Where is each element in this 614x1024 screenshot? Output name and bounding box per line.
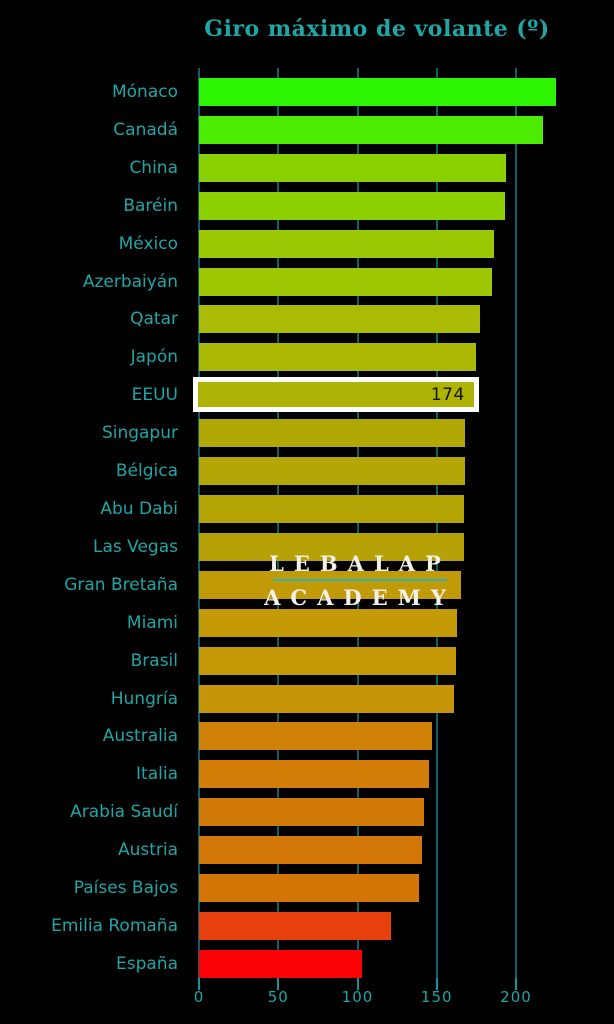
chart-title: Giro máximo de volante (º) [204, 16, 550, 42]
category-label-16: Hungría [110, 688, 178, 709]
x-tick-label-50: 50 [267, 988, 289, 1006]
highlight-value-label: 174 [430, 384, 465, 405]
bar-20 [199, 836, 423, 865]
category-label-8: EEUU [131, 385, 178, 406]
x-tick-200 [515, 978, 517, 990]
bar-13 [199, 570, 461, 599]
bar-5 [199, 267, 493, 296]
category-label-15: Brasil [130, 650, 178, 671]
bar-17 [199, 722, 432, 751]
watermark: LEBALAP ACADEMY [264, 551, 456, 610]
category-label-14: Miami [126, 612, 178, 633]
category-label-10: Bélgica [115, 461, 178, 482]
bar-21 [199, 874, 420, 903]
x-tick-label-150: 150 [420, 988, 453, 1006]
bar-23 [199, 949, 363, 978]
x-tick-50 [277, 978, 280, 990]
gridline-200 [515, 68, 517, 978]
bar-15 [199, 646, 456, 675]
bar-10 [199, 457, 466, 486]
category-label-12: Las Vegas [93, 536, 178, 557]
category-label-9: Singapur [101, 423, 178, 444]
category-label-0: Mónaco [111, 82, 178, 102]
bar-19 [199, 798, 425, 827]
category-label-17: Australia [102, 726, 178, 747]
watermark-divider [272, 579, 447, 581]
gridline-100 [356, 68, 359, 978]
category-label-22: Emilia Romaña [51, 916, 178, 937]
category-label-18: Italia [136, 764, 178, 785]
x-tick-label-200: 200 [500, 988, 532, 1006]
category-label-5: Azerbaiyán [82, 271, 178, 292]
bar-2 [199, 153, 507, 182]
category-label-19: Arabia Saudí [70, 802, 178, 823]
bar-7 [199, 343, 477, 372]
bar-16 [199, 684, 455, 713]
bar-9 [199, 419, 466, 448]
watermark-line2: ACADEMY [264, 585, 456, 610]
bar-0 [199, 78, 556, 106]
category-label-4: México [118, 233, 178, 254]
bar-18 [199, 760, 429, 789]
gridline-50 [277, 68, 280, 978]
x-tick-label-100: 100 [341, 988, 374, 1006]
x-tick-0 [198, 978, 200, 990]
category-label-13: Gran Bretaña [64, 574, 178, 595]
bar-22 [199, 912, 391, 941]
category-label-3: Baréin [123, 195, 178, 216]
bar-11 [199, 495, 464, 523]
bar-1 [199, 115, 543, 144]
bar-6 [199, 305, 480, 334]
x-tick-100 [356, 978, 359, 990]
gridline-0 [198, 68, 200, 978]
bar-8: 174 [193, 377, 479, 413]
x-tick-150 [435, 978, 438, 990]
category-label-7: Japón [130, 347, 178, 368]
category-label-2: China [129, 157, 178, 178]
category-label-20: Austria [117, 840, 178, 861]
bar-4 [199, 229, 494, 258]
gridline-150 [435, 68, 438, 978]
category-label-1: Canadá [113, 119, 178, 140]
x-tick-label-0: 0 [193, 988, 205, 1006]
category-label-21: Países Bajos [73, 878, 178, 899]
watermark-line1: LEBALAP [269, 551, 451, 576]
category-label-6: Qatar [130, 309, 178, 330]
bar-3 [199, 191, 505, 220]
category-label-23: España [116, 953, 178, 974]
bar-14 [199, 608, 458, 637]
bar-12 [199, 532, 464, 561]
category-label-11: Abu Dabi [100, 499, 178, 519]
